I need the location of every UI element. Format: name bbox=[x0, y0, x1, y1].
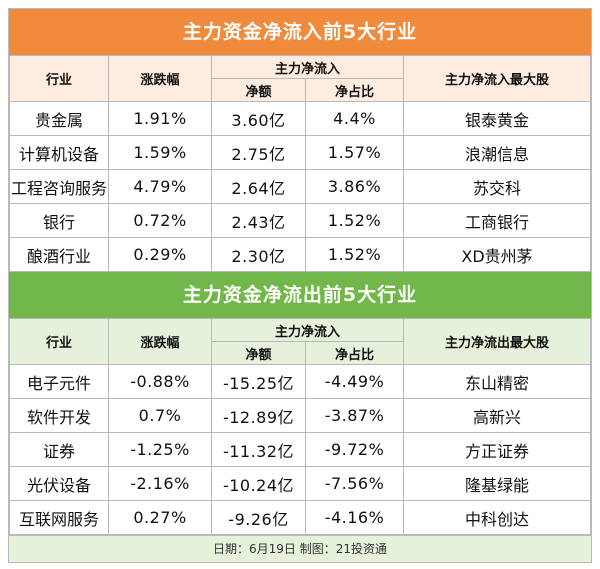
header-amount: 净额 bbox=[211, 341, 306, 365]
industry-cell: 电子元件 bbox=[9, 364, 109, 399]
stock-cell: 工商银行 bbox=[403, 203, 591, 238]
header-top-stock: 主力净流入最大股 bbox=[403, 55, 591, 102]
amount-cell: -9.26亿 bbox=[211, 500, 306, 535]
ratio-cell: -3.87% bbox=[304, 398, 405, 433]
ratio-cell: -4.16% bbox=[304, 500, 405, 535]
header-change: 涨跌幅 bbox=[108, 318, 212, 365]
stock-cell: 苏交科 bbox=[403, 169, 591, 204]
industry-cell: 软件开发 bbox=[9, 398, 109, 433]
change-cell: 4.79% bbox=[108, 169, 212, 204]
stock-cell: 高新兴 bbox=[403, 398, 591, 433]
stock-cell: 方正证券 bbox=[403, 432, 591, 467]
header-amount: 净额 bbox=[211, 78, 306, 102]
table-row: 计算机设备 1.59% 2.75亿 1.57% 浪潮信息 bbox=[9, 135, 591, 170]
industry-cell: 证券 bbox=[9, 432, 109, 467]
header-industry: 行业 bbox=[9, 55, 109, 102]
outflow-title: 主力资金净流出前5大行业 bbox=[9, 272, 591, 318]
amount-cell: 2.43亿 bbox=[211, 203, 306, 238]
ratio-cell: 1.57% bbox=[304, 135, 405, 170]
inflow-title: 主力资金净流入前5大行业 bbox=[9, 9, 591, 55]
inflow-table: 行业 涨跌幅 主力净流入 主力净流入最大股 净额 净占比 贵金属 1.91% 3… bbox=[9, 55, 591, 272]
header-main-inflow: 主力净流入 bbox=[210, 318, 405, 342]
table-row: 酿酒行业 0.29% 2.30亿 1.52% XD贵州茅 bbox=[9, 237, 591, 272]
industry-cell: 光伏设备 bbox=[9, 466, 109, 501]
amount-cell: 3.60亿 bbox=[211, 101, 306, 136]
stock-cell: 隆基绿能 bbox=[403, 466, 591, 501]
ratio-cell: -9.72% bbox=[304, 432, 405, 467]
change-cell: 0.72% bbox=[108, 203, 212, 238]
amount-cell: -15.25亿 bbox=[211, 364, 306, 399]
industry-cell: 银行 bbox=[9, 203, 109, 238]
industry-cell: 贵金属 bbox=[9, 101, 109, 136]
header-top-stock: 主力净流出最大股 bbox=[403, 318, 591, 365]
change-cell: -0.88% bbox=[108, 364, 212, 399]
amount-cell: -10.24亿 bbox=[211, 466, 306, 501]
change-cell: -2.16% bbox=[108, 466, 212, 501]
header-industry: 行业 bbox=[9, 318, 109, 365]
table-row: 电子元件 -0.88% -15.25亿 -4.49% 东山精密 bbox=[9, 364, 591, 399]
stock-cell: 银泰黄金 bbox=[403, 101, 591, 136]
amount-cell: -12.89亿 bbox=[211, 398, 306, 433]
ratio-cell: 1.52% bbox=[304, 237, 405, 272]
header-change: 涨跌幅 bbox=[108, 55, 212, 102]
table-row: 互联网服务 0.27% -9.26亿 -4.16% 中科创达 bbox=[9, 500, 591, 535]
footer-credit: 日期：6月19日 制图：21投资通 bbox=[9, 535, 591, 562]
ratio-cell: -4.49% bbox=[304, 364, 405, 399]
stock-cell: 中科创达 bbox=[403, 500, 591, 535]
amount-cell: 2.64亿 bbox=[211, 169, 306, 204]
inflow-header-row: 行业 涨跌幅 主力净流入 主力净流入最大股 bbox=[9, 55, 591, 102]
amount-cell: 2.75亿 bbox=[211, 135, 306, 170]
change-cell: 0.29% bbox=[108, 237, 212, 272]
stock-cell: XD贵州茅 bbox=[403, 237, 591, 272]
change-cell: 1.59% bbox=[108, 135, 212, 170]
amount-cell: 2.30亿 bbox=[211, 237, 306, 272]
change-cell: -1.25% bbox=[108, 432, 212, 467]
table-row: 银行 0.72% 2.43亿 1.52% 工商银行 bbox=[9, 203, 591, 238]
amount-cell: -11.32亿 bbox=[211, 432, 306, 467]
outflow-header-row: 行业 涨跌幅 主力净流入 主力净流出最大股 bbox=[9, 318, 591, 365]
ratio-cell: -7.56% bbox=[304, 466, 405, 501]
stock-cell: 浪潮信息 bbox=[403, 135, 591, 170]
fund-flow-panel: 主力资金净流入前5大行业 行业 涨跌幅 主力净流入 主力净流入最大股 净额 净占… bbox=[8, 8, 592, 563]
ratio-cell: 1.52% bbox=[304, 203, 405, 238]
ratio-cell: 3.86% bbox=[304, 169, 405, 204]
header-main-inflow: 主力净流入 bbox=[210, 55, 405, 79]
table-row: 工程咨询服务 4.79% 2.64亿 3.86% 苏交科 bbox=[9, 169, 591, 204]
header-ratio: 净占比 bbox=[304, 78, 405, 102]
change-cell: 1.91% bbox=[108, 101, 212, 136]
industry-cell: 酿酒行业 bbox=[9, 237, 109, 272]
outflow-subheader-row: 净额 净占比 bbox=[10, 341, 591, 365]
industry-cell: 计算机设备 bbox=[9, 135, 109, 170]
industry-cell: 互联网服务 bbox=[9, 500, 109, 535]
table-row: 证券 -1.25% -11.32亿 -9.72% 方正证券 bbox=[9, 432, 591, 467]
ratio-cell: 4.4% bbox=[304, 101, 405, 136]
table-row: 软件开发 0.7% -12.89亿 -3.87% 高新兴 bbox=[9, 398, 591, 433]
change-cell: 0.27% bbox=[108, 500, 212, 535]
change-cell: 0.7% bbox=[108, 398, 212, 433]
header-ratio: 净占比 bbox=[304, 341, 405, 365]
outflow-table: 行业 涨跌幅 主力净流入 主力净流出最大股 净额 净占比 电子元件 -0.88%… bbox=[9, 318, 591, 535]
stock-cell: 东山精密 bbox=[403, 364, 591, 399]
table-row: 光伏设备 -2.16% -10.24亿 -7.56% 隆基绿能 bbox=[9, 466, 591, 501]
table-row: 贵金属 1.91% 3.60亿 4.4% 银泰黄金 bbox=[9, 101, 591, 136]
industry-cell: 工程咨询服务 bbox=[9, 169, 109, 204]
